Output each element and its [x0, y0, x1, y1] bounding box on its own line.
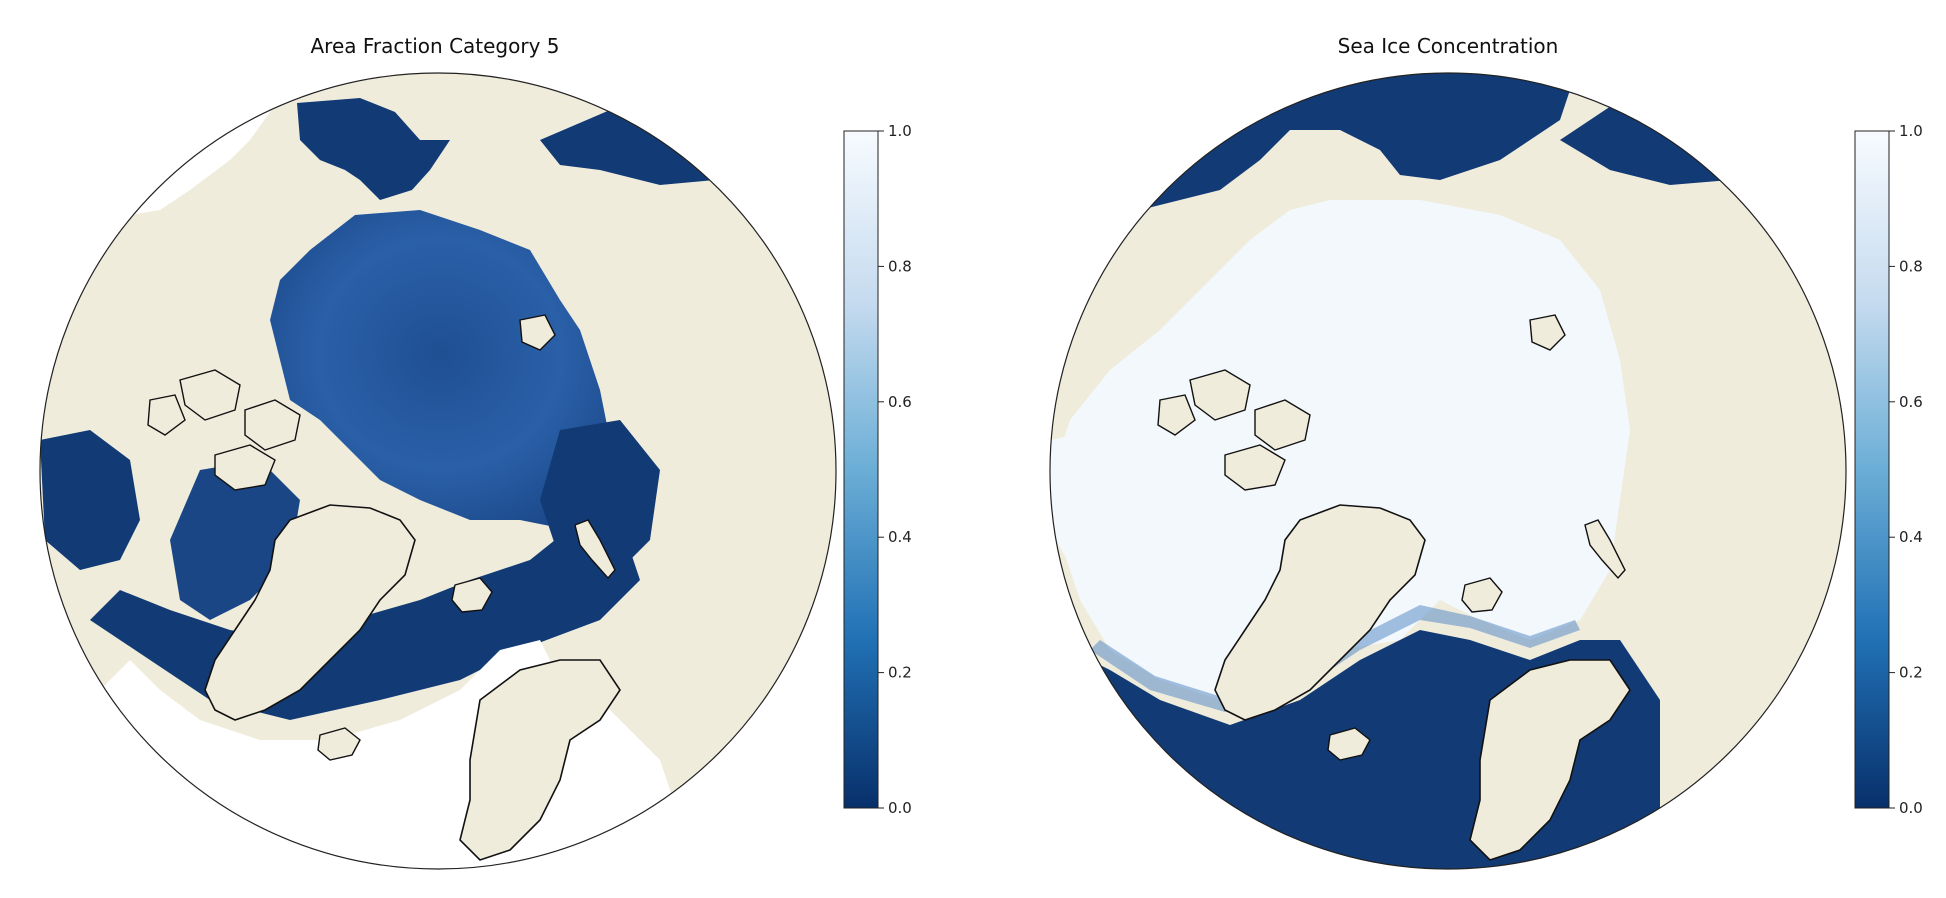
colorbar-2-tick-label: 0.0	[1899, 799, 1923, 817]
colorbar-1-tick-label: 1.0	[888, 122, 912, 140]
colorbar-2-tick-label: 1.0	[1899, 122, 1923, 140]
land-scandinavia	[1469, 659, 1631, 861]
land-archipelago-1	[179, 369, 241, 421]
land-greenland	[204, 504, 416, 721]
land-archipelago-2	[1254, 399, 1311, 451]
ocean-okhotsk	[1560, 100, 1730, 185]
colorbar-1-bar	[843, 130, 879, 809]
land-iceland	[1327, 727, 1371, 761]
ocean-okhotsk	[540, 110, 715, 185]
land-iceland	[317, 727, 361, 761]
land-archipelago-3	[1224, 444, 1286, 491]
colorbar-2-tick-label: 0.4	[1899, 528, 1923, 546]
map-boundary	[39, 72, 837, 870]
land-archipelago-4	[1157, 394, 1196, 436]
land-severnaya-zemlya	[519, 314, 556, 351]
map-panel-1	[39, 72, 837, 870]
map-boundary	[1049, 72, 1847, 870]
land-novaya-zemlya	[1584, 519, 1626, 580]
colorbar-2-tick-label: 0.6	[1899, 393, 1923, 411]
land-severnaya-zemlya	[1529, 314, 1566, 351]
ice-arctic	[1050, 200, 1630, 700]
colorbar-1-tick-label: 0.4	[888, 528, 912, 546]
panel-2-title: Sea Ice Concentration	[1337, 34, 1559, 58]
land-svalbard	[1461, 577, 1503, 613]
land-archipelago-4	[147, 394, 186, 436]
panel-1-title: Area Fraction Category 5	[310, 34, 560, 58]
colorbar-1-tick-label: 0.0	[888, 799, 912, 817]
land-novaya-zemlya	[574, 519, 616, 580]
ocean-hudson	[40, 430, 140, 570]
map-panel-2	[1049, 72, 1847, 870]
colorbar-1-tick-label: 0.8	[888, 257, 912, 275]
colorbar-2-tick-label: 0.2	[1899, 664, 1923, 682]
colorbar-2-tick-label: 0.8	[1899, 257, 1923, 275]
colorbar-2: 0.0 0.2 0.4 0.6 0.8 1.0	[1854, 122, 1923, 817]
ice-hudson	[1050, 430, 1140, 565]
ocean-bering	[297, 98, 450, 200]
land-archipelago-3	[214, 444, 276, 491]
colorbar-1-tick-label: 0.6	[888, 393, 912, 411]
land-svalbard	[451, 577, 493, 613]
colorbar-1-tick-label: 0.2	[888, 664, 912, 682]
land-scandinavia	[459, 659, 621, 861]
land-archipelago-2	[244, 399, 301, 451]
ocean-barents	[540, 420, 660, 580]
land-archipelago-1	[1189, 369, 1251, 421]
land-greenland	[1214, 504, 1426, 721]
colorbar-1: 0.0 0.2 0.4 0.6 0.8 1.0	[843, 122, 912, 817]
arctic-basin	[270, 210, 610, 530]
colorbar-2-bar	[1854, 130, 1890, 809]
